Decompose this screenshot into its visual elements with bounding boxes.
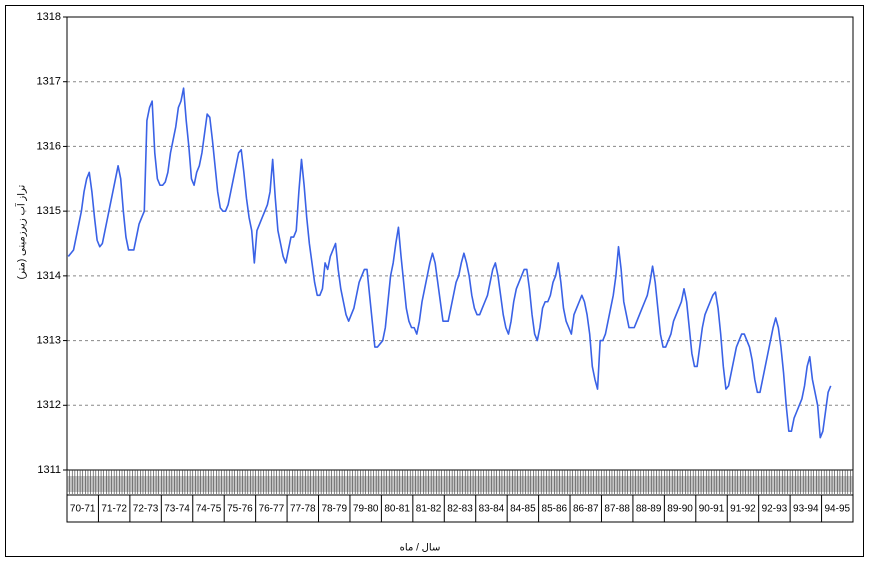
- x-tick-label: 76-77: [259, 504, 285, 515]
- y-tick-label: 1318: [37, 11, 61, 23]
- y-tick-label: 1316: [37, 140, 61, 152]
- x-tick-label: 80-81: [384, 504, 410, 515]
- y-tick-label: 1317: [37, 76, 61, 88]
- x-tick-label: 94-95: [824, 504, 850, 515]
- x-tick-label: 87-88: [604, 504, 630, 515]
- y-tick-label: 1314: [37, 270, 61, 282]
- x-axis-title: سال / ماه: [400, 543, 441, 554]
- x-tick-label: 73-74: [164, 504, 190, 515]
- x-tick-label: 79-80: [353, 504, 379, 515]
- x-tick-label: 71-72: [101, 504, 127, 515]
- series-line: [67, 87, 832, 439]
- x-tick-label: 91-92: [730, 504, 756, 515]
- x-tick-label: 70-71: [70, 504, 96, 515]
- x-tick-label: 86-87: [573, 504, 599, 515]
- x-tick-label: 93-94: [793, 504, 819, 515]
- x-tick-label: 75-76: [227, 504, 253, 515]
- x-tick-label: 85-86: [542, 504, 568, 515]
- month-hatch: [67, 476, 853, 492]
- x-tick-label: 84-85: [510, 504, 536, 515]
- x-tick-label: 83-84: [479, 504, 505, 515]
- x-tick-label: 81-82: [416, 504, 442, 515]
- x-tick-label: 72-73: [133, 504, 159, 515]
- chart-border: [5, 5, 864, 557]
- x-tick-label: 88-89: [636, 504, 662, 515]
- x-tick-label: 89-90: [667, 504, 693, 515]
- x-tick-label: 90-91: [699, 504, 725, 515]
- x-tick-label: 78-79: [321, 504, 347, 515]
- y-tick-label: 1315: [37, 205, 61, 217]
- y-axis-title: تراز آب زیرزمینی (متر): [15, 184, 28, 279]
- y-tick-label: 1313: [37, 334, 61, 346]
- y-tick-label: 1312: [37, 399, 61, 411]
- x-tick-label: 74-75: [196, 504, 222, 515]
- x-tick-label: 92-93: [762, 504, 788, 515]
- x-tick-label: 77-78: [290, 504, 316, 515]
- x-tick-label: 82-83: [447, 504, 473, 515]
- y-tick-label: 1311: [37, 464, 61, 476]
